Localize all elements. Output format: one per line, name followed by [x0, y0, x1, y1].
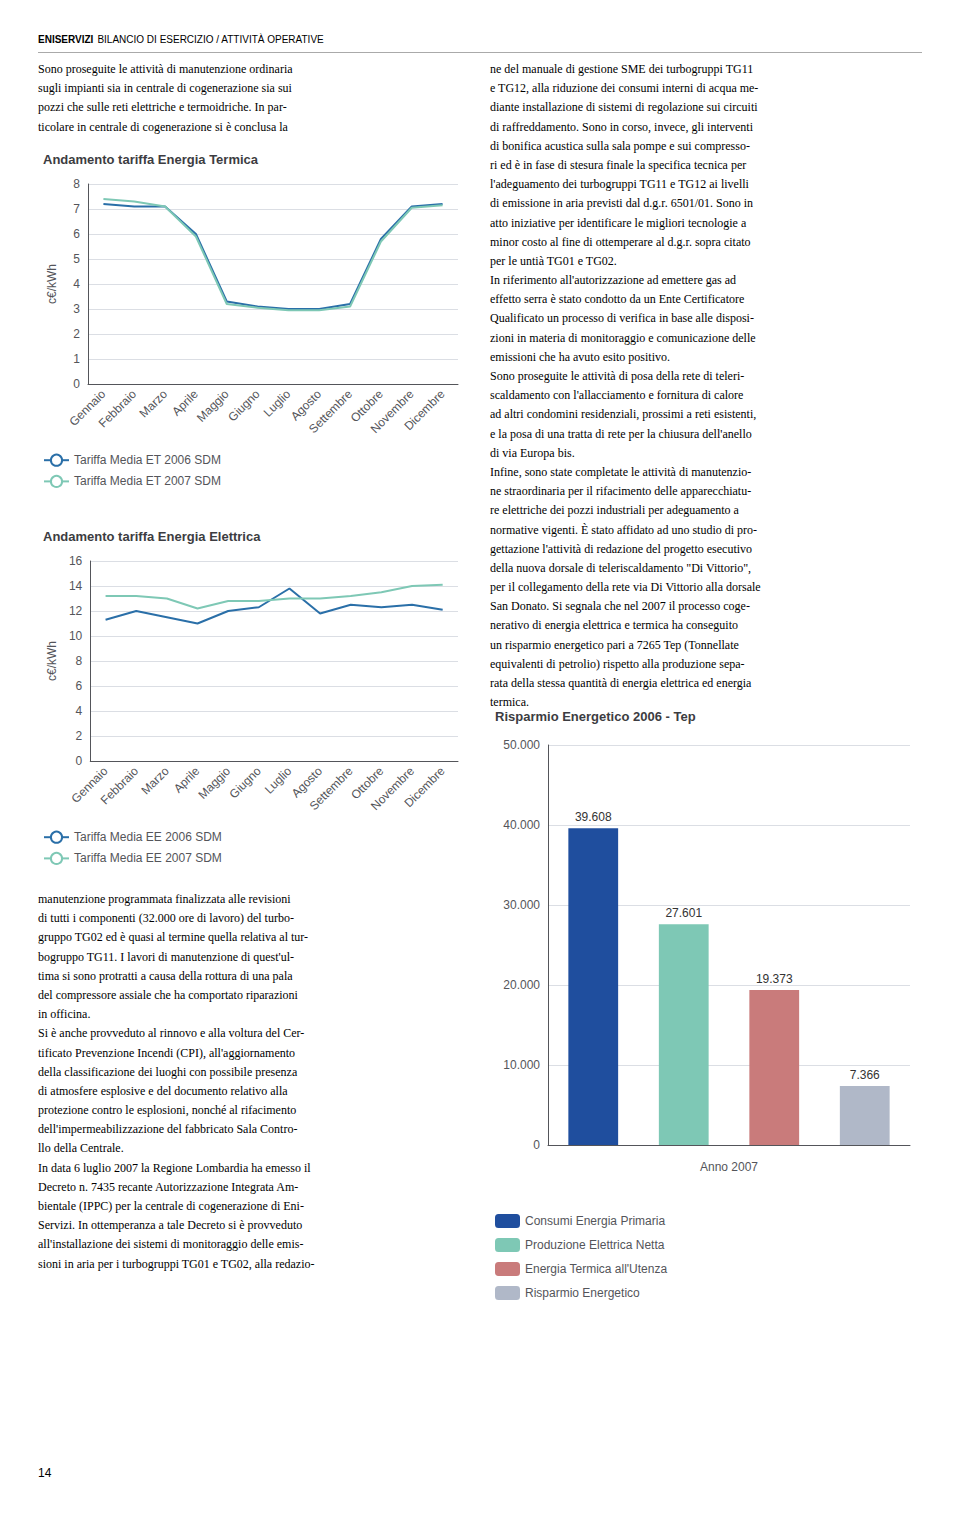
svg-text:12: 12	[69, 604, 83, 618]
svg-text:Anno 2007: Anno 2007	[700, 1160, 758, 1174]
svg-text:Andamento tariffa Energia Elet: Andamento tariffa Energia Elettrica	[43, 529, 261, 544]
svg-text:Gennaio: Gennaio	[66, 387, 109, 429]
svg-text:1: 1	[73, 352, 80, 366]
svg-text:5: 5	[73, 252, 80, 266]
svg-text:7.366: 7.366	[850, 1068, 880, 1082]
svg-text:Settembre: Settembre	[307, 764, 356, 813]
svg-text:Novembre: Novembre	[367, 387, 417, 437]
svg-text:Giugno: Giugno	[225, 387, 262, 424]
svg-text:8: 8	[73, 177, 80, 191]
svg-text:Settembre: Settembre	[306, 387, 355, 436]
svg-text:Aprile: Aprile	[170, 764, 203, 796]
svg-text:3: 3	[73, 302, 80, 316]
html-text:Sono proseguite le attività di: Sono proseguite le attività di manutenzi…	[38, 62, 293, 134]
svg-text:Giugno: Giugno	[227, 764, 264, 801]
svg-text:0: 0	[533, 1138, 540, 1152]
svg-text:Tariffa Media EE 2007 SDM: Tariffa Media EE 2007 SDM	[74, 851, 222, 865]
svg-text:c€/kWh: c€/kWh	[45, 264, 59, 304]
html-text:ENISERVIZI BILANCIO DI ESERCIZ: ENISERVIZI BILANCIO DI ESERCIZIO / ATTIV…	[38, 34, 324, 45]
svg-text:6: 6	[76, 679, 83, 693]
html-text:14: 14	[38, 1466, 52, 1480]
svg-text:30.000: 30.000	[503, 898, 540, 912]
svg-text:0: 0	[73, 377, 80, 391]
svg-text:Dicembre: Dicembre	[401, 764, 447, 810]
svg-text:40.000: 40.000	[503, 818, 540, 832]
svg-text:Energia Termica all'Utenza: Energia Termica all'Utenza	[525, 1262, 667, 1276]
svg-text:19.373: 19.373	[756, 972, 793, 986]
svg-text:Andamento tariffa Energia Term: Andamento tariffa Energia Termica	[43, 152, 259, 167]
svg-text:Maggio: Maggio	[194, 387, 232, 425]
svg-text:c€/kWh: c€/kWh	[45, 641, 59, 681]
svg-text:Maggio: Maggio	[195, 764, 233, 802]
svg-text:4: 4	[76, 704, 83, 718]
svg-text:10.000: 10.000	[503, 1058, 540, 1072]
svg-text:Dicembre: Dicembre	[401, 387, 447, 433]
svg-text:14: 14	[69, 579, 83, 593]
svg-text:20.000: 20.000	[503, 978, 540, 992]
svg-text:Tariffa Media EE 2006 SDM: Tariffa Media EE 2006 SDM	[74, 830, 222, 844]
svg-text:2: 2	[76, 729, 83, 743]
svg-text:Risparmio Energetico: Risparmio Energetico	[525, 1286, 640, 1300]
svg-text:50.000: 50.000	[503, 738, 540, 752]
svg-text:Agosto: Agosto	[288, 764, 325, 801]
svg-text:Gennaio: Gennaio	[68, 764, 111, 806]
svg-text:Produzione Elettrica Netta: Produzione Elettrica Netta	[525, 1238, 665, 1252]
svg-text:Novembre: Novembre	[368, 764, 417, 814]
svg-text:2: 2	[73, 327, 80, 341]
svg-text:39.608: 39.608	[575, 810, 612, 824]
svg-text:Marzo: Marzo	[137, 387, 171, 421]
html-text:ne del manuale di gestione SME: ne del manuale di gestione SME dei turbo…	[490, 62, 761, 710]
svg-text:Risparmio Energetico 2006 - Te: Risparmio Energetico 2006 - Tep	[495, 709, 696, 724]
svg-text:Tariffa Media ET 2007 SDM: Tariffa Media ET 2007 SDM	[74, 474, 221, 488]
svg-text:0: 0	[76, 754, 83, 768]
svg-text:Ottobre: Ottobre	[348, 764, 387, 803]
svg-text:6: 6	[73, 227, 80, 241]
svg-text:Luglio: Luglio	[260, 387, 294, 420]
svg-text:Agosto: Agosto	[287, 387, 325, 424]
html-text:manutenzione programmata final: manutenzione programmata finalizzata all…	[38, 892, 315, 1271]
svg-text:4: 4	[73, 277, 80, 291]
svg-text:7: 7	[73, 202, 80, 216]
svg-text:Febbraio: Febbraio	[96, 387, 140, 431]
svg-text:Aprile: Aprile	[169, 387, 201, 419]
svg-text:Luglio: Luglio	[261, 764, 295, 797]
svg-text:8: 8	[76, 654, 83, 668]
svg-text:16: 16	[69, 554, 83, 568]
svg-text:Consumi Energia Primaria: Consumi Energia Primaria	[525, 1214, 665, 1228]
svg-text:27.601: 27.601	[665, 906, 702, 920]
svg-text:Ottobre: Ottobre	[347, 387, 386, 426]
svg-text:Tariffa Media ET 2006 SDM: Tariffa Media ET 2006 SDM	[74, 453, 221, 467]
svg-text:Marzo: Marzo	[138, 764, 172, 798]
svg-text:10: 10	[69, 629, 83, 643]
svg-text:Febbraio: Febbraio	[98, 764, 142, 808]
